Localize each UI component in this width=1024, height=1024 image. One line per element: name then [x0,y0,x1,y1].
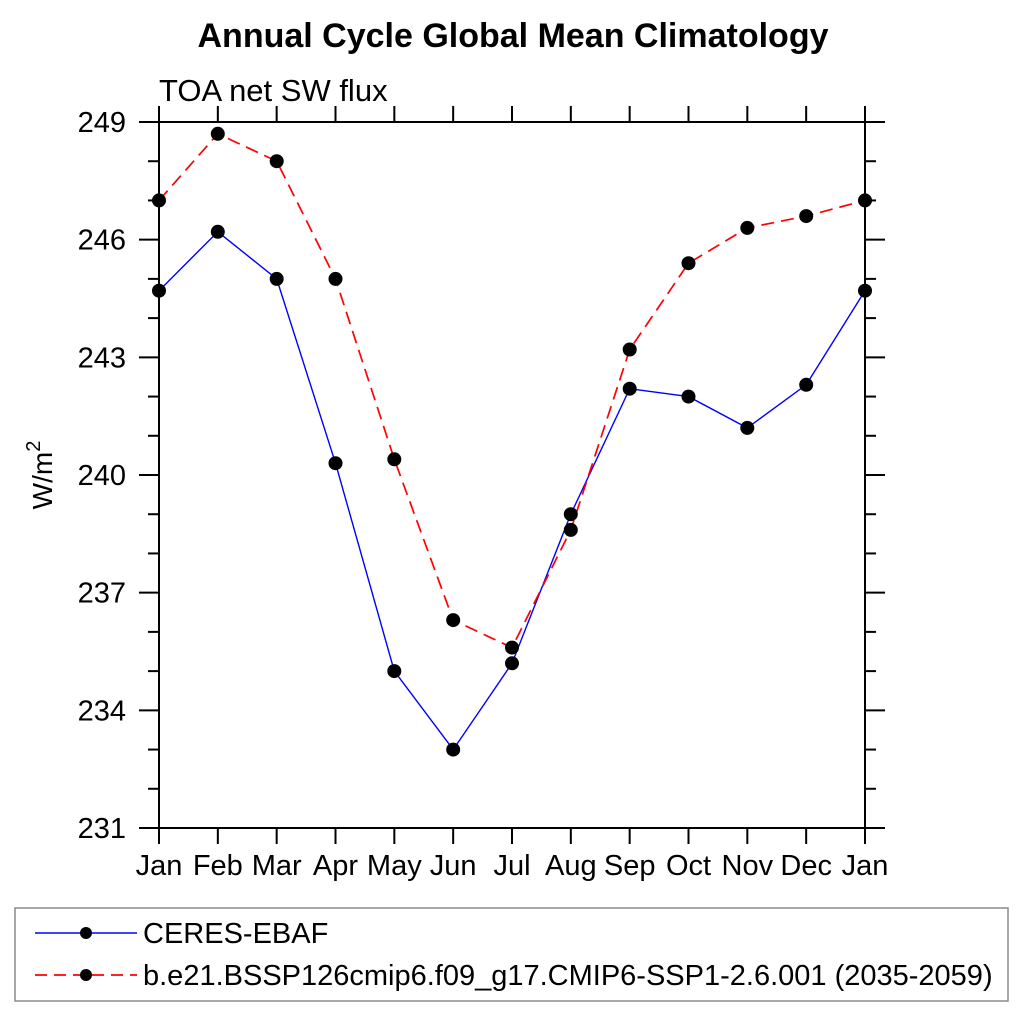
x-tick-label: Jan [842,850,889,882]
legend-label-ceres-ebaf: CERES-EBAF [143,918,328,950]
data-point-ceres-ebaf-may [387,664,402,679]
x-tick-label: Feb [193,850,243,882]
plot-frame [158,121,866,829]
legend: CERES-EBAF b.e21.BSSP126cmip6.f09_g17.CM… [14,907,1009,1002]
x-tick-label: Nov [722,850,774,882]
data-point-ceres-ebaf-nov [740,420,755,435]
x-tick-label: Sep [604,850,656,882]
data-point-model-run-jul [505,640,519,655]
y-tick-label: 243 [78,342,126,374]
series-line-model-run [158,132,866,649]
data-point-ceres-ebaf-oct [681,389,696,404]
data-point-ceres-ebaf-jan [858,283,872,298]
legend-marker-dot [80,969,92,981]
data-point-model-run-dec [799,209,814,224]
data-point-ceres-ebaf-jun [446,742,461,757]
data-point-ceres-ebaf-dec [799,377,814,392]
y-axis-title-base: W/m [27,452,58,510]
data-point-ceres-ebaf-jul [505,656,519,671]
data-point-ceres-ebaf-mar [269,271,284,286]
data-point-model-run-mar [269,154,284,169]
data-point-model-run-nov [740,220,755,235]
data-point-model-run-jan [858,193,872,208]
chart-subtitle: TOA net SW flux [159,73,388,108]
data-point-model-run-aug [563,522,578,537]
y-axis-title: W/m2 [23,441,58,510]
x-tick-label: May [367,850,422,882]
data-point-ceres-ebaf-apr [328,456,343,471]
y-tick-label: 237 [78,578,126,610]
data-point-ceres-ebaf-aug [563,507,578,522]
x-tick-label: Dec [780,850,832,882]
data-point-model-run-jun [446,613,461,628]
y-tick-label: 231 [78,813,126,845]
x-tick-label: Apr [313,850,358,882]
data-point-model-run-apr [328,271,343,286]
x-tick-label: Jan [136,850,183,882]
y-axis-title-superscript: 2 [23,441,45,452]
data-point-ceres-ebaf-feb [210,224,225,239]
legend-item-ceres-ebaf: CERES-EBAF [35,918,328,950]
y-tick-label: 246 [78,225,126,257]
x-tick-label: Oct [666,850,711,882]
data-point-model-run-may [387,452,402,467]
data-point-model-run-feb [210,126,225,141]
data-point-model-run-sep [622,342,637,357]
x-tick-label: Jul [493,850,530,882]
data-point-model-run-jan [152,193,166,208]
x-tick-label: Jun [430,850,477,882]
legend-border [14,907,1009,1002]
series-line-ceres-ebaf [158,230,866,751]
data-point-ceres-ebaf-jan [152,283,166,298]
chart-title: Annual Cycle Global Mean Climatology [198,17,829,55]
legend-item-model-run: b.e21.BSSP126cmip6.f09_g17.CMIP6-SSP1-2.… [35,960,993,992]
y-tick-label: 234 [78,695,126,727]
data-point-model-run-oct [681,256,696,271]
data-point-ceres-ebaf-sep [622,381,637,396]
legend-marker-dot [80,927,92,939]
x-tick-label: Aug [545,850,597,882]
plot-area: 231 234 237 240 243 246 249 Jan Feb Mar Apr May Jun J… [78,106,889,882]
x-tick-label: Mar [252,850,302,882]
y-tick-label: 249 [78,107,126,139]
y-tick-label: 240 [78,460,126,492]
legend-label-model-run: b.e21.BSSP126cmip6.f09_g17.CMIP6-SSP1-2.… [143,960,993,992]
